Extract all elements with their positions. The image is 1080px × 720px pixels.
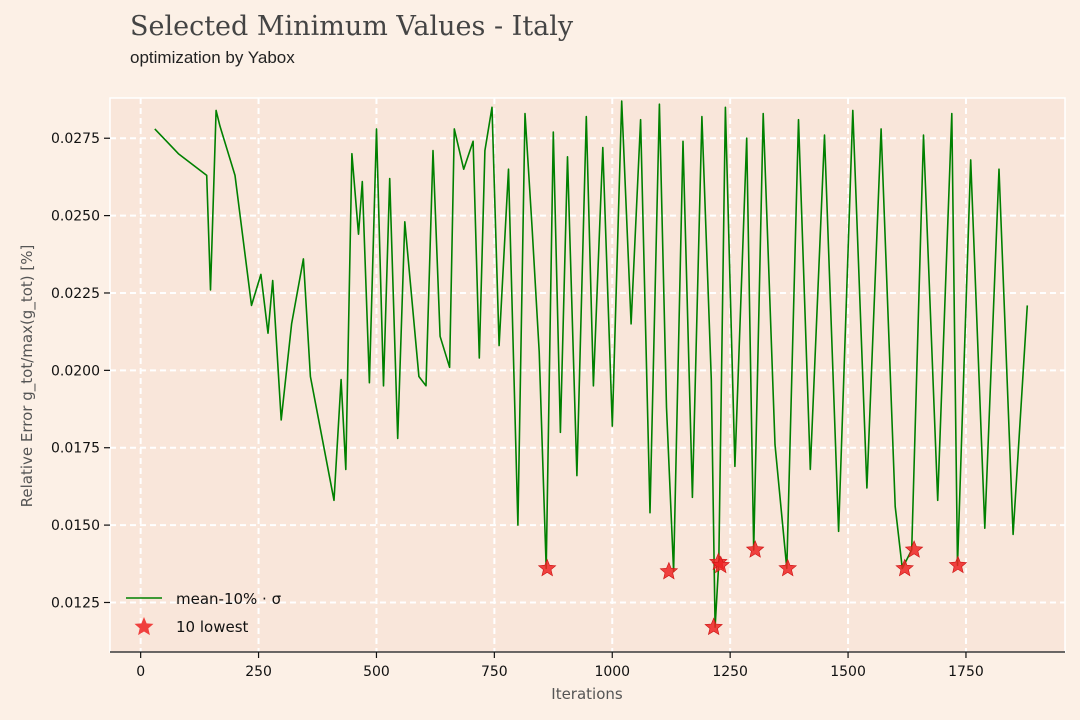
legend-star-icon [134,617,154,636]
y-tick-label: 0.0175 [51,441,100,457]
y-tick-label: 0.0275 [51,131,100,147]
legend: mean-10% · σ 10 lowest [126,590,282,636]
x-tick-label: 1750 [948,664,984,680]
x-axis-label: Iterations [551,685,623,703]
y-tick-label: 0.0200 [51,363,100,379]
y-tick-label: 0.0150 [51,518,100,534]
x-tick-label: 1500 [830,664,866,680]
chart-subtitle: optimization by Yabox [130,48,295,67]
grid-lines [110,98,1065,652]
series-area [154,100,1029,628]
legend-star-swatch [134,617,154,636]
x-tick-label: 250 [245,664,272,680]
x-tick-label: 0 [136,664,145,680]
lowest-point-marker [704,617,723,636]
chart-title: Selected Minimum Values - Italy [130,11,574,42]
y-tick-label: 0.0125 [51,595,100,611]
x-tick-label: 750 [481,664,508,680]
markers-area [537,540,968,636]
lowest-point-marker [778,558,798,577]
lowest-point-marker [537,558,557,577]
y-tick-label: 0.0250 [51,209,100,225]
lowest-point-marker [948,555,968,574]
y-tick-label: 0.0225 [51,286,100,302]
x-tick-label: 500 [363,664,390,680]
lowest-point-marker [904,540,924,558]
lowest-point-marker [711,555,731,574]
y-axis-label: Relative Error g_tot/max(g_tot) [%] [18,245,37,508]
series-line [154,100,1029,628]
legend-label-markers: 10 lowest [176,618,249,636]
x-tick-label: 1250 [712,664,748,680]
x-tick-label: 1000 [594,664,630,680]
lowest-point-marker [895,558,914,577]
axis-ticks: 0 250 500 750 1000 1250 1500 1750 0.0125 0.0150 0.… [51,131,984,680]
lowest-point-marker [659,561,679,580]
legend-label-line: mean-10% · σ [176,590,282,608]
lowest-point-marker [745,540,765,558]
